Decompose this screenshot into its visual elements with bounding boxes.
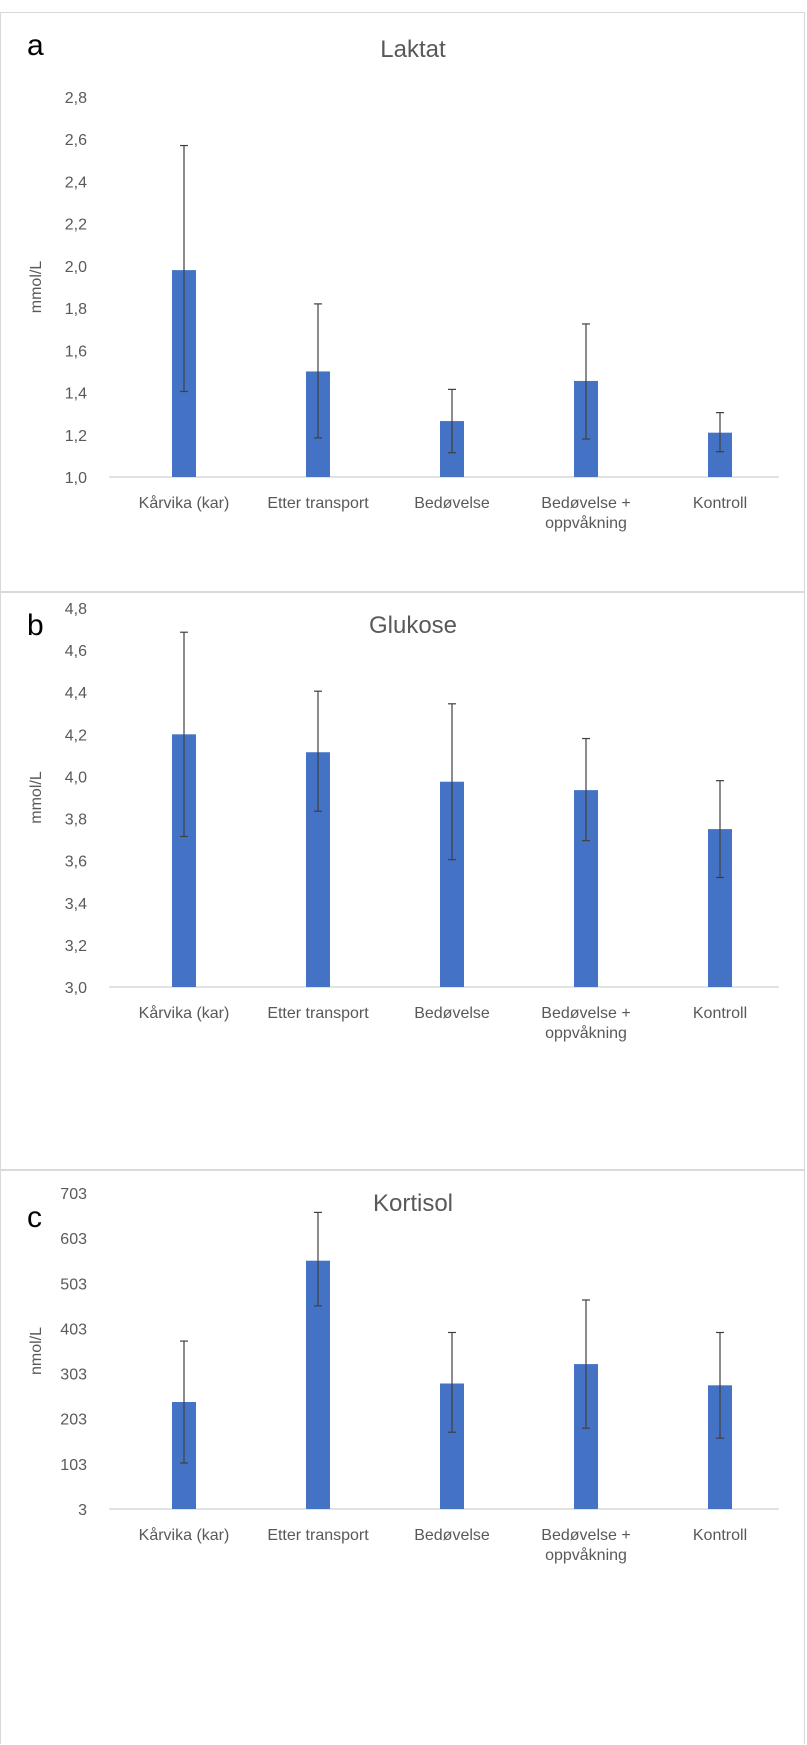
- chart-title: Glukose: [369, 612, 457, 639]
- chart-kortisol: Kortisol nmol/L 3 103 203 303 403 503 603 703 Kårv…: [28, 1186, 779, 1564]
- chart-glukose: Glukose mmol/L 3,0 3,2 3,4 3,6 3,8 4,0 4,2 4,4 4,6…: [28, 601, 779, 1042]
- y-axis-label: mmol/L: [28, 261, 45, 314]
- x-tick-label: Etter transport: [267, 495, 369, 512]
- chart-title: Kortisol: [373, 1190, 453, 1217]
- y-axis-label: nmol/L: [28, 1327, 45, 1375]
- y-tick-label: 203: [60, 1412, 87, 1429]
- x-tick-label: Kontroll: [693, 495, 747, 512]
- y-tick-label: 4,8: [65, 601, 87, 618]
- y-tick-label: 3,8: [65, 812, 87, 829]
- x-tick-label: Bedøvelse: [414, 495, 490, 512]
- x-tick-label: Kårvika (kar): [139, 1526, 230, 1544]
- y-tick-label: 3,6: [65, 854, 87, 871]
- y-tick-label: 2,0: [65, 259, 87, 276]
- x-tick-label: Bedøvelse: [414, 1005, 490, 1022]
- panel-letter-b: b: [27, 609, 44, 642]
- y-tick-label: 503: [60, 1276, 87, 1293]
- y-tick-label: 1,2: [65, 428, 87, 445]
- chart-panel-b: b Glukose mmol/L 3,0 3,2 3,4 3,6 3,8 4,0 4,2 4,4 4…: [0, 592, 805, 1170]
- x-tick-label: Kontroll: [693, 1527, 747, 1544]
- y-tick-label: 3,2: [65, 938, 87, 955]
- y-tick-label: 3: [78, 1502, 87, 1519]
- y-tick-label: 4,4: [65, 685, 87, 702]
- y-tick-label: 2,4: [65, 174, 87, 191]
- y-tick-label: 2,6: [65, 132, 87, 149]
- x-tick-label: Kontroll: [693, 1005, 747, 1022]
- x-tick-label: Etter transport: [267, 1527, 369, 1544]
- chart-panel-a: a Laktat mmol/L 1,0 1,2 1,4 1,6 1,8 2,0 2,2 2,4 2,…: [0, 12, 805, 592]
- y-tick-label: 1,4: [65, 386, 87, 403]
- x-tick-label: Kårvika (kar): [139, 494, 230, 512]
- x-tick-label: Bedøvelse + oppvåkning: [541, 1005, 630, 1042]
- y-tick-label: 403: [60, 1321, 87, 1338]
- y-tick-label: 603: [60, 1231, 87, 1248]
- x-tick-label: Kårvika (kar): [139, 1004, 230, 1022]
- x-tick-label: Bedøvelse + oppvåkning: [541, 495, 630, 532]
- y-tick-label: 4,0: [65, 769, 87, 786]
- y-tick-label: 4,2: [65, 727, 87, 744]
- x-tick-label: Bedøvelse: [414, 1527, 490, 1544]
- y-axis-label: mmol/L: [28, 771, 45, 824]
- chart-laktat: Laktat mmol/L 1,0 1,2 1,4 1,6 1,8 2,0 2,2 2,4 2,6 2…: [28, 36, 779, 532]
- chart-panel-c: c Kortisol nmol/L 3 103 203 303 403 503 603 703 Kå…: [0, 1170, 805, 1744]
- y-tick-label: 103: [60, 1457, 87, 1474]
- y-tick-label: 1,0: [65, 470, 87, 487]
- y-tick-label: 1,8: [65, 301, 87, 318]
- y-tick-label: 2,2: [65, 217, 87, 234]
- y-tick-label: 2,8: [65, 90, 87, 107]
- panel-letter-c: c: [27, 1201, 42, 1234]
- y-tick-label: 3,0: [65, 980, 87, 997]
- x-tick-label: Bedøvelse + oppvåkning: [541, 1527, 630, 1564]
- chart-title: Laktat: [380, 36, 446, 63]
- y-tick-label: 4,6: [65, 643, 87, 660]
- y-tick-label: 303: [60, 1367, 87, 1384]
- y-tick-label: 703: [60, 1186, 87, 1203]
- x-tick-label: Etter transport: [267, 1005, 369, 1022]
- y-tick-label: 3,4: [65, 896, 87, 913]
- y-tick-label: 1,6: [65, 343, 87, 360]
- panel-letter-a: a: [27, 29, 44, 62]
